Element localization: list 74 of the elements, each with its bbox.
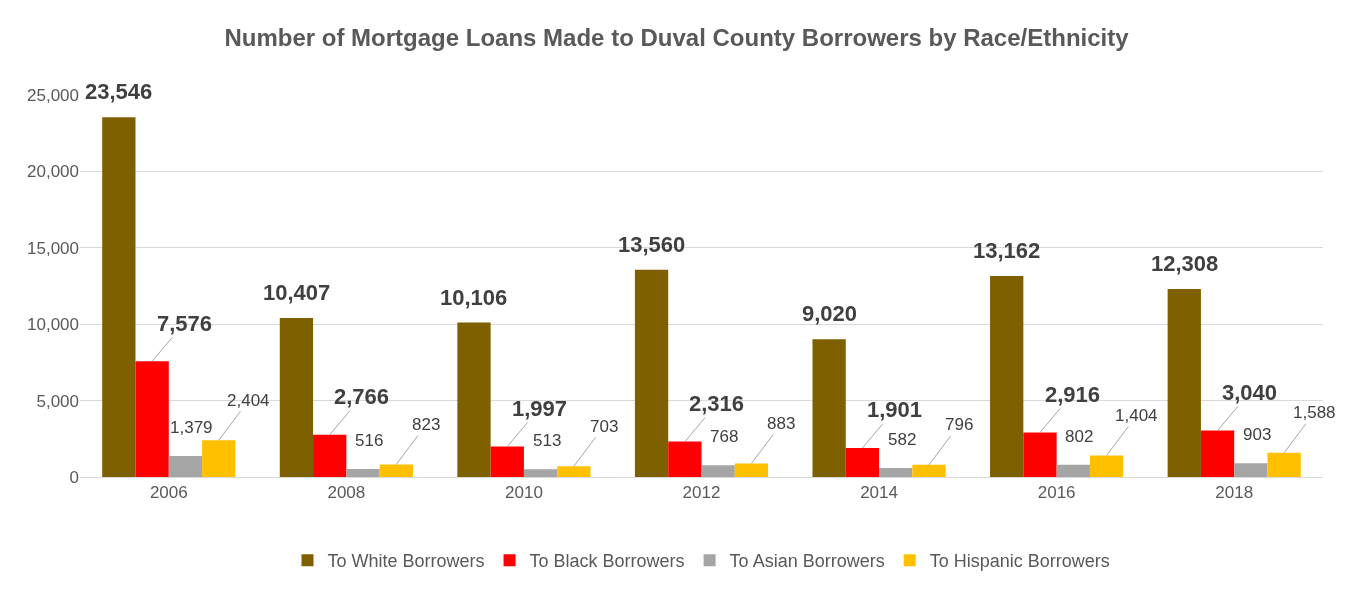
data-label: 13,560 [618,232,686,257]
data-label: 1,379 [170,418,213,437]
data-label: 3,040 [1222,380,1278,405]
bar [990,275,1024,477]
bar [102,117,136,477]
x-tick-label: 2014 [860,483,898,503]
data-label: 1,588 [1293,403,1336,422]
data-label: 12,308 [1151,251,1219,276]
bar [845,447,880,477]
y-tick-label: 25,000 [27,85,79,105]
bar [379,464,413,477]
data-label: 903 [1243,425,1272,444]
bar [557,466,591,477]
y-tick-label: 10,000 [27,315,79,335]
x-tick-label: 2006 [149,483,188,503]
bar [1267,452,1301,477]
data-label: 23,546 [85,79,153,104]
bar [457,322,491,477]
bar [1023,432,1057,477]
bar [668,441,702,477]
data-label: 883 [767,414,796,433]
data-label: 703 [590,417,619,436]
legend-label: To Hispanic Borrowers [929,551,1110,572]
data-label: 1,404 [1115,406,1158,425]
bar [1089,455,1124,477]
data-label: 823 [412,415,441,434]
x-tick-label: 2016 [1037,483,1076,503]
y-tick-label: 0 [69,467,79,487]
data-label: 9,020 [802,301,858,326]
bar [135,361,169,477]
chart-title: Number of Mortgage Loans Made to Duval County Borrowers by Race/Ethnicity [224,24,1130,52]
legend-label: To Asian Borrowers [729,551,885,572]
data-label: 768 [710,427,739,446]
data-label: 1,901 [867,397,923,422]
bar [912,464,946,477]
data-label: 513 [533,431,562,450]
data-label: 2,404 [227,391,270,410]
data-label: 7,576 [157,311,213,336]
bar [879,468,913,477]
bar [346,469,380,477]
data-label: 796 [945,415,974,434]
y-tick-label: 20,000 [27,162,79,182]
bar [523,469,558,477]
y-tick-label: 5,000 [36,391,79,411]
bar [634,269,669,477]
legend-label: To Black Borrowers [529,551,685,572]
bar [202,440,236,477]
bar [1200,430,1235,477]
data-label: 516 [355,431,384,450]
data-label: 802 [1065,427,1094,446]
y-tick-label: 15,000 [27,238,79,258]
bar [1056,464,1090,477]
bar [734,463,769,477]
data-label: 2,916 [1045,382,1101,407]
data-label: 13,162 [973,238,1041,263]
bar [313,434,347,477]
data-label: 2,316 [689,391,745,416]
data-label: 582 [888,430,917,449]
data-label: 2,766 [334,384,390,409]
legend-label: To White Borrowers [327,551,485,572]
bar [1167,288,1201,477]
bar [701,465,735,477]
data-label: 1,997 [512,396,568,421]
bar [1234,463,1268,477]
bar [279,317,314,477]
x-tick-label: 2012 [682,483,721,503]
x-tick-label: 2018 [1215,483,1254,503]
x-tick-label: 2010 [505,483,543,503]
x-tick-label: 2008 [327,483,366,503]
bar [812,339,846,477]
bar [168,455,203,477]
data-label: 10,407 [263,280,331,305]
bar [490,446,524,477]
data-label: 10,106 [440,285,508,310]
